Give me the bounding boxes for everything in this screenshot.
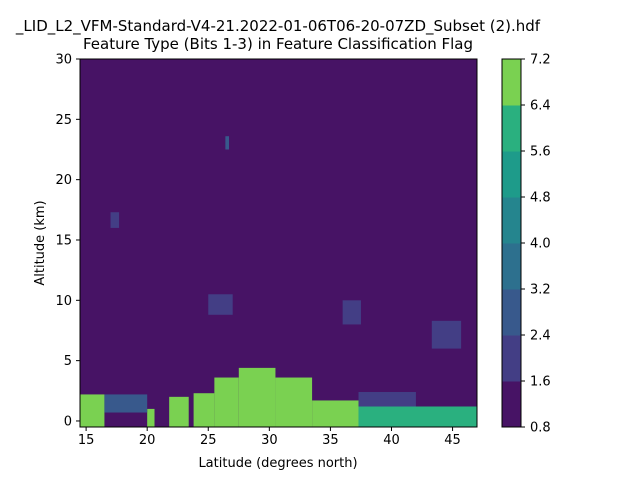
y-tick-label: 10: [55, 294, 72, 309]
y-tick-label: 0: [64, 414, 72, 429]
colorbar-tick-label: 1.6: [530, 375, 551, 390]
x-tick-label: 30: [261, 433, 278, 448]
feature-region-15: [431, 320, 462, 349]
feature-region-13: [208, 294, 233, 315]
colorbar-segment: [502, 381, 521, 428]
plot-background: [80, 59, 477, 427]
feature-region-10: [358, 392, 416, 407]
x-axis-label: Latitude (degrees north): [198, 456, 357, 471]
y-tick-label: 20: [55, 173, 72, 188]
x-tick-label: 20: [139, 433, 156, 448]
colorbar-tick-label: 2.4: [530, 329, 551, 344]
y-tick-label: 30: [55, 53, 72, 68]
feature-layer: [80, 136, 477, 427]
colorbar-segment: [502, 197, 521, 244]
colorbar-tick-label: 0.8: [530, 421, 551, 436]
colorbar-segment: [502, 335, 521, 382]
y-tick-label: 15: [55, 233, 72, 248]
x-tick-label: 15: [78, 433, 95, 448]
colorbar-segment: [502, 105, 521, 152]
feature-region-6: [275, 377, 313, 427]
feature-region-5: [238, 367, 276, 427]
x-axis: 15 20 25 30 35 40 45: [78, 427, 461, 448]
x-tick-label: 40: [383, 433, 400, 448]
colorbar-segment: [502, 243, 521, 290]
feature-region-0: [80, 394, 105, 427]
feature-region-2: [169, 396, 189, 427]
feature-region-11: [225, 136, 230, 150]
colorbar-tick-label: 4.0: [530, 237, 551, 252]
y-axis-label: Altitude (km): [33, 200, 48, 285]
colorbar-tick-label: 7.2: [530, 53, 551, 68]
plot-frame: [79, 58, 478, 428]
colorbar-segment: [502, 151, 521, 198]
plot-area: [79, 58, 478, 428]
colorbar-tick-label: 6.4: [530, 99, 551, 114]
y-axis: 0 5 10 15 20 25 30: [55, 53, 80, 429]
colorbar-tick-label: 5.6: [530, 145, 551, 160]
chart-title-line2: Feature Type (Bits 1-3) in Feature Class…: [83, 35, 473, 53]
feature-region-8: [358, 406, 477, 427]
feature-region-4: [214, 377, 239, 427]
x-tick-label: 35: [322, 433, 339, 448]
x-tick-label: 25: [200, 433, 217, 448]
colorbar-tick-label: 4.8: [530, 191, 551, 206]
feature-region-12: [110, 212, 120, 228]
colorbar-segment: [502, 289, 521, 336]
colorbar-segment: [502, 59, 521, 106]
colorbar: 0.8 1.6 2.4 3.2 4.0 4.8 5.6 6.4 7.2: [501, 53, 551, 436]
feature-region-1: [147, 408, 155, 427]
feature-region-14: [342, 300, 361, 325]
y-tick-label: 5: [64, 354, 72, 369]
chart-title-line1: _LID_L2_VFM-Standard-V4-21.2022-01-06T06…: [15, 17, 541, 36]
feature-region-9: [104, 394, 148, 413]
feature-region-7: [312, 400, 359, 427]
colorbar-tick-label: 3.2: [530, 283, 551, 298]
y-tick-label: 25: [55, 113, 72, 128]
x-tick-label: 45: [444, 433, 461, 448]
feature-region-3: [193, 393, 215, 427]
